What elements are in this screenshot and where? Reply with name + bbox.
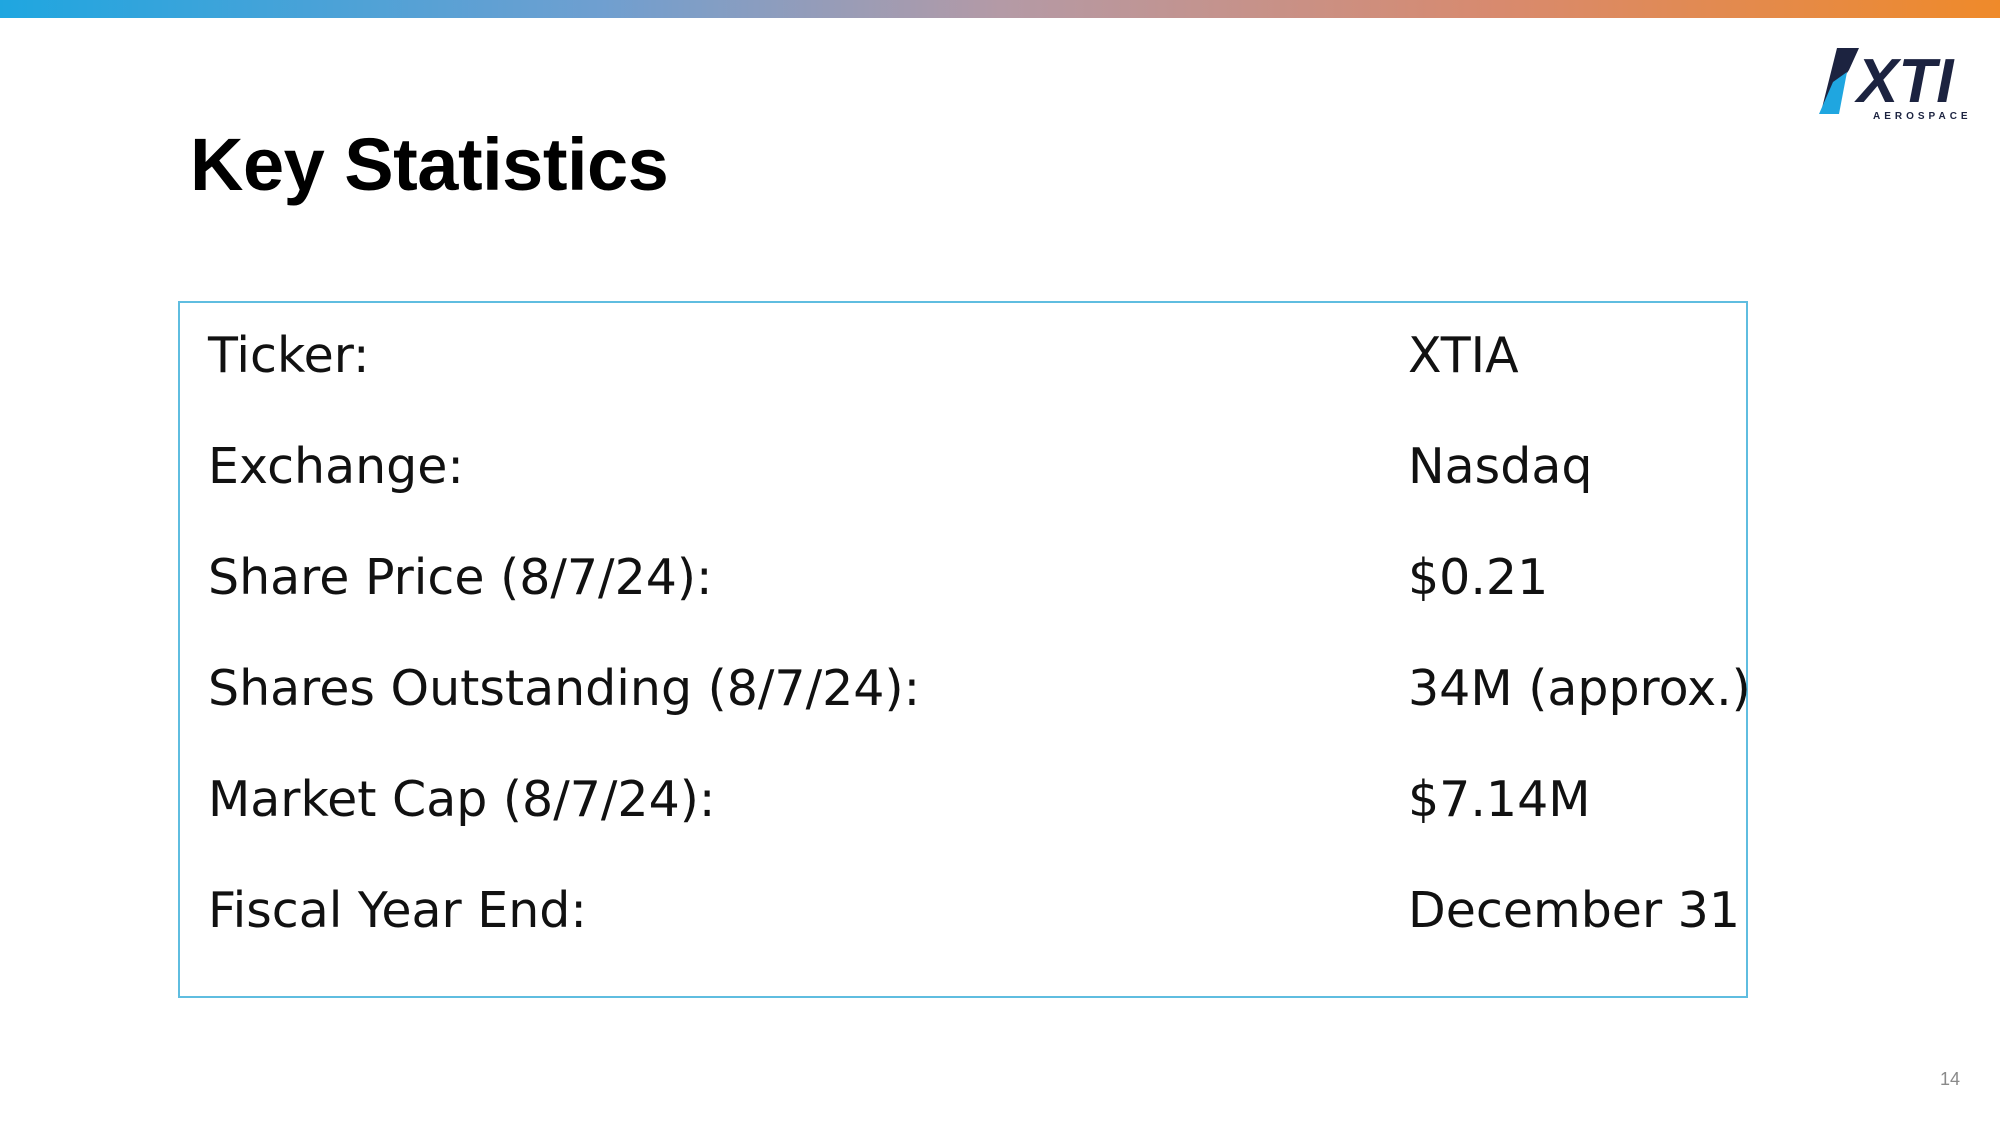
top-gradient-bar — [0, 0, 2000, 18]
stat-value: Nasdaq — [1408, 438, 1593, 495]
stat-row-exchange: Exchange: Nasdaq — [178, 427, 1748, 507]
key-statistics-box — [178, 301, 1748, 998]
stat-value: XTIA — [1408, 327, 1519, 384]
stat-label: Market Cap (8/7/24): — [208, 771, 716, 828]
stat-label: Exchange: — [208, 438, 464, 495]
page-title: Key Statistics — [190, 123, 669, 206]
stat-row-fiscal-year-end: Fiscal Year End: December 31 — [178, 871, 1748, 951]
stat-value: $7.14M — [1408, 771, 1591, 828]
stat-value: December 31 — [1408, 882, 1741, 939]
stat-row-ticker: Ticker: XTIA — [178, 316, 1748, 396]
stat-label: Fiscal Year End: — [208, 882, 587, 939]
logo-subtext: AEROSPACE — [1873, 111, 1972, 122]
xti-aerospace-logo: XTI AEROSPACE — [1815, 44, 1980, 124]
stat-label: Ticker: — [208, 327, 370, 384]
page-number: 14 — [1939, 1069, 1960, 1089]
stat-value: 34M (approx.) — [1408, 660, 1751, 717]
logo-wordmark: XTI — [1854, 47, 1955, 116]
stat-value: $0.21 — [1408, 549, 1549, 606]
stat-row-share-price: Share Price (8/7/24): $0.21 — [178, 538, 1748, 618]
stat-label: Share Price (8/7/24): — [208, 549, 713, 606]
stat-row-market-cap: Market Cap (8/7/24): $7.14M — [178, 760, 1748, 840]
stat-row-shares-outstanding: Shares Outstanding (8/7/24): 34M (approx… — [178, 649, 1751, 729]
xti-logo-icon: XTI AEROSPACE — [1819, 47, 1972, 122]
stat-label: Shares Outstanding (8/7/24): — [208, 660, 921, 717]
